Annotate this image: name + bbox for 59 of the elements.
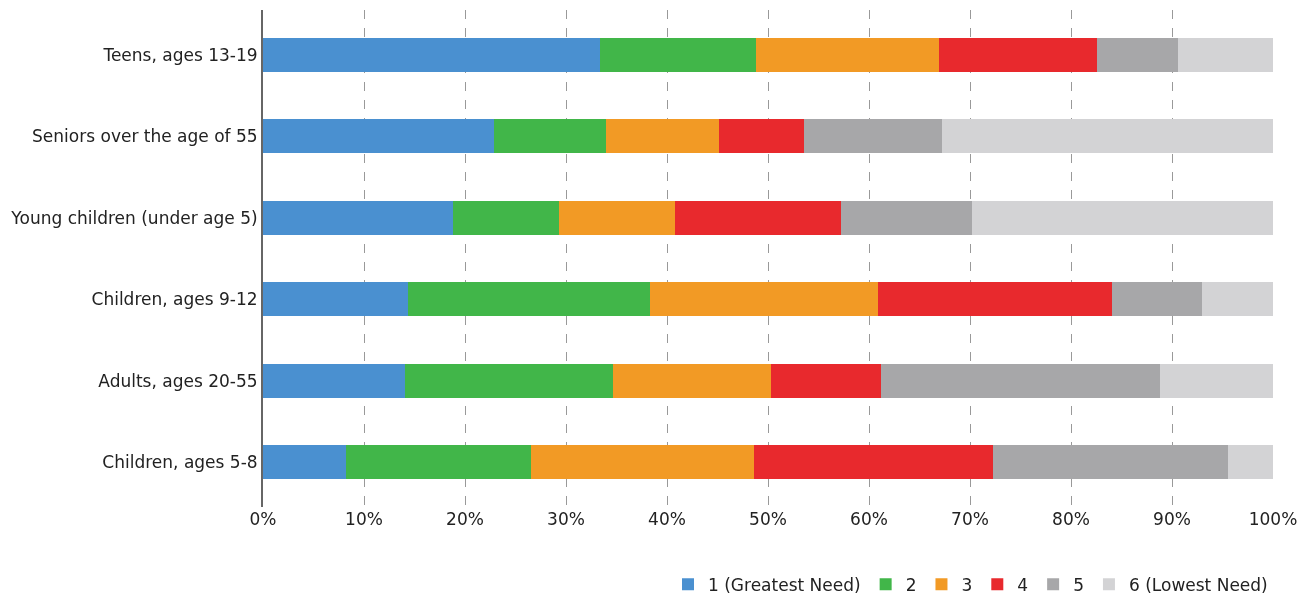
bar (606, 119, 719, 154)
bar (263, 363, 406, 398)
bar (452, 200, 559, 235)
bar (345, 445, 531, 480)
bar (878, 282, 1113, 317)
x-tick-label: 100% (1248, 509, 1298, 529)
bar (840, 200, 973, 235)
bar (405, 363, 614, 398)
bar (600, 37, 756, 72)
bar (881, 363, 1160, 398)
bar (263, 200, 453, 235)
bar (753, 445, 994, 480)
bar (755, 37, 939, 72)
bar (938, 37, 1098, 72)
legend-label: 2 (905, 574, 917, 595)
y-tick-label: Young children (under age 5) (10, 207, 258, 228)
bar (1112, 282, 1203, 317)
bar (718, 119, 805, 154)
y-tick-label: Children, ages 9-12 (91, 289, 258, 310)
x-tick-label: 0% (249, 509, 277, 529)
y-tick-label: Seniors over the age of 55 (32, 126, 258, 147)
bar (771, 363, 882, 398)
bar (1159, 363, 1273, 398)
bar (972, 200, 1273, 235)
x-tick-label: 30% (547, 509, 585, 529)
bar (941, 119, 1273, 154)
y-tick-label: Teens, ages 13-19 (102, 44, 258, 65)
bar (1178, 37, 1273, 72)
legend-label: 5 (1073, 574, 1084, 595)
bar (649, 282, 879, 317)
x-tick-label: 70% (951, 509, 989, 529)
x-tick-label: 20% (446, 509, 484, 529)
bar (1227, 445, 1273, 480)
x-tick-label: 10% (345, 509, 383, 529)
x-tick-label: 40% (648, 509, 686, 529)
bar (558, 200, 676, 235)
bar (263, 37, 601, 72)
bar (613, 363, 772, 398)
legend-label: 4 (1017, 574, 1029, 595)
bar (675, 200, 841, 235)
bar (263, 119, 495, 154)
bar (804, 119, 942, 154)
bar (993, 445, 1228, 480)
y-tick-label: Children, ages 5-8 (102, 452, 258, 473)
legend-label: 3 (961, 574, 973, 595)
x-tick-label: 50% (749, 509, 787, 529)
bar (530, 445, 754, 480)
x-tick-label: 90% (1153, 509, 1191, 529)
x-tick-label: 80% (1052, 509, 1090, 529)
legend-label: 6 (Lowest Need) (1128, 574, 1268, 595)
bar (408, 282, 650, 317)
x-tick-label: 60% (850, 509, 888, 529)
bar (263, 282, 409, 317)
bar (263, 445, 346, 480)
bar (1097, 37, 1179, 72)
bar (1202, 282, 1273, 317)
y-tick-label: Adults, ages 20-55 (98, 370, 258, 391)
legend-label: 1 (Greatest Need) (708, 574, 861, 595)
bar (494, 119, 607, 154)
